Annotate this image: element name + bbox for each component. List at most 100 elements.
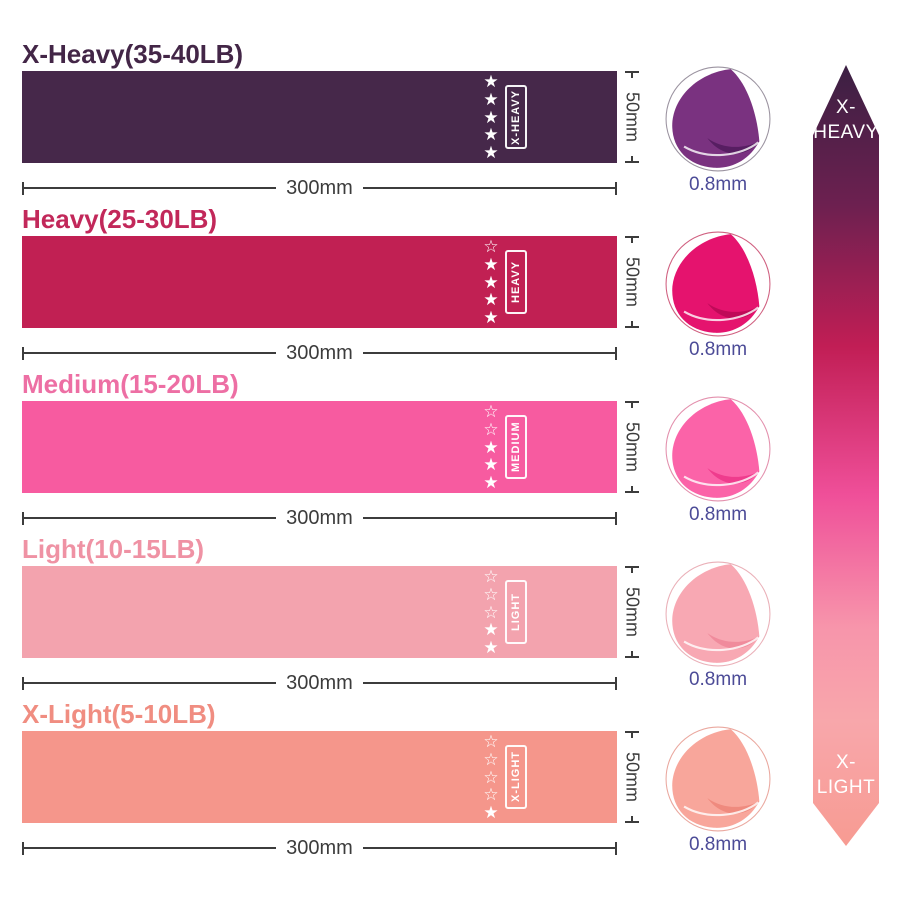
band-sections: X-Heavy(35-40LB) ★ ★ ★ ★ ★ X-HEAVY 50mm 300m… [0, 40, 900, 865]
thickness-label: 0.8mm [688, 339, 748, 360]
thickness-label: 0.8mm [688, 669, 748, 690]
dimension-stub [631, 73, 633, 78]
star-filled-icon: ★ [483, 125, 499, 145]
band-row: ☆ ☆ ☆ ★ ★ LIGHT 50mm [22, 566, 643, 658]
star-filled-icon: ★ [483, 638, 499, 657]
dimension-stub [631, 486, 633, 491]
width-dimension-label: 300mm [286, 837, 353, 859]
star-filled-icon: ★ [483, 89, 499, 109]
band-title: Heavy(25-30LB) [22, 204, 218, 234]
dimension-stub [631, 403, 633, 408]
band-row: ☆ ☆ ☆ ☆ ★ X-LIGHT 50mm [22, 731, 643, 823]
star-column: ☆ ☆ ☆ ☆ ★ [480, 733, 502, 821]
width-dimension-label: 300mm [286, 342, 353, 364]
band-photo-block: 0.8mm [664, 726, 772, 856]
band-section: Heavy(25-30LB) ☆ ★ ★ ★ ★ HEAVY 50mm 300mm [0, 205, 900, 370]
arrow-bottom-label: X- LIGHT [813, 750, 879, 800]
dimension-tick [22, 346, 24, 360]
width-dimension-marker: 300mm [22, 672, 618, 694]
star-outline-icon: ☆ [483, 584, 499, 604]
dimension-tick [625, 656, 639, 658]
fold-crease-highlight [683, 801, 759, 817]
dimension-tick [615, 511, 618, 525]
band-swatch: ☆ ☆ ☆ ☆ ★ X-LIGHT [22, 731, 617, 823]
dimension-tick [625, 161, 639, 163]
arrow-bottom-label-line2: LIGHT [816, 777, 876, 798]
width-dimension-label: 300mm [286, 507, 353, 529]
thickness-label: 0.8mm [688, 174, 748, 195]
band-row: ★ ★ ★ ★ ★ X-HEAVY 50mm [22, 71, 643, 163]
dimension-line [362, 847, 616, 849]
folded-band-body [672, 399, 760, 498]
dimension-stub [631, 733, 633, 738]
dimension-tick [625, 491, 639, 493]
dimension-line [362, 352, 616, 354]
star-outline-icon: ☆ [483, 419, 499, 439]
height-dimension-marker: 50mm [622, 71, 643, 163]
band-photo-block: 0.8mm [664, 66, 772, 196]
dimension-tick [625, 326, 639, 328]
band-title: X-Light(5-10LB) [22, 699, 216, 729]
star-filled-icon: ★ [483, 72, 499, 91]
width-dimension-label: 300mm [286, 672, 353, 694]
dimension-tick [625, 821, 639, 823]
fold-crease-highlight [683, 471, 759, 487]
dimension-stub [631, 156, 633, 161]
star-filled-icon: ★ [483, 455, 499, 475]
thickness-label: 0.8mm [688, 504, 748, 525]
fold-crease-highlight [683, 141, 759, 157]
height-dimension-label: 50mm [622, 256, 643, 307]
width-dimension-marker: 300mm [22, 507, 618, 529]
band-row: ☆ ☆ ★ ★ ★ MEDIUM 50mm [22, 401, 643, 493]
height-dimension-marker: 50mm [622, 401, 643, 493]
height-dimension-marker: 50mm [622, 566, 643, 658]
star-filled-icon: ★ [483, 272, 499, 292]
folded-band-photo [665, 561, 771, 667]
star-filled-icon: ★ [483, 107, 499, 127]
dimension-tick [615, 181, 618, 195]
dimension-tick [22, 841, 24, 855]
dimension-tick [625, 71, 639, 73]
dimension-line [24, 682, 277, 684]
dimension-line [362, 517, 616, 519]
fold-crease-highlight [683, 306, 759, 322]
arrow-top-label-line1: X- [836, 97, 856, 118]
height-dimension-label: 50mm [622, 751, 643, 802]
band-photo-block: 0.8mm [664, 231, 772, 361]
dimension-stub [631, 568, 633, 573]
height-dimension-marker: 50mm [622, 731, 643, 823]
band-strength-label: MEDIUM [505, 415, 527, 479]
height-dimension-marker: 50mm [622, 236, 643, 328]
dimension-tick [625, 401, 639, 403]
height-dimension-label: 50mm [622, 91, 643, 142]
folded-band-body [672, 69, 760, 168]
folded-band-body [672, 564, 760, 663]
folded-band-photo [665, 231, 771, 337]
height-dimension-label: 50mm [622, 421, 643, 472]
star-filled-icon: ★ [483, 308, 499, 327]
dimension-stub [631, 816, 633, 821]
width-dimension-marker: 300mm [22, 177, 618, 199]
height-dimension-label: 50mm [622, 586, 643, 637]
width-dimension-marker: 300mm [22, 342, 618, 364]
star-column: ☆ ★ ★ ★ ★ [480, 238, 502, 326]
star-filled-icon: ★ [483, 803, 499, 822]
star-outline-icon: ☆ [483, 767, 499, 787]
width-dimension-label: 300mm [286, 177, 353, 199]
dimension-tick [22, 676, 24, 690]
band-swatch: ☆ ☆ ☆ ★ ★ LIGHT [22, 566, 617, 658]
band-photo-block: 0.8mm [664, 561, 772, 691]
intensity-arrow: X- HEAVY X- LIGHT [813, 65, 879, 846]
dimension-line [362, 682, 616, 684]
dimension-line [24, 517, 277, 519]
star-filled-icon: ★ [483, 254, 499, 274]
star-filled-icon: ★ [483, 620, 499, 640]
star-outline-icon: ☆ [483, 402, 499, 421]
folded-band-body [672, 729, 760, 828]
dimension-stub [631, 651, 633, 656]
band-title: X-Heavy(35-40LB) [22, 39, 244, 69]
star-filled-icon: ★ [483, 473, 499, 492]
width-dimension-marker: 300mm [22, 837, 618, 859]
dimension-tick [22, 181, 24, 195]
star-outline-icon: ☆ [483, 602, 499, 622]
